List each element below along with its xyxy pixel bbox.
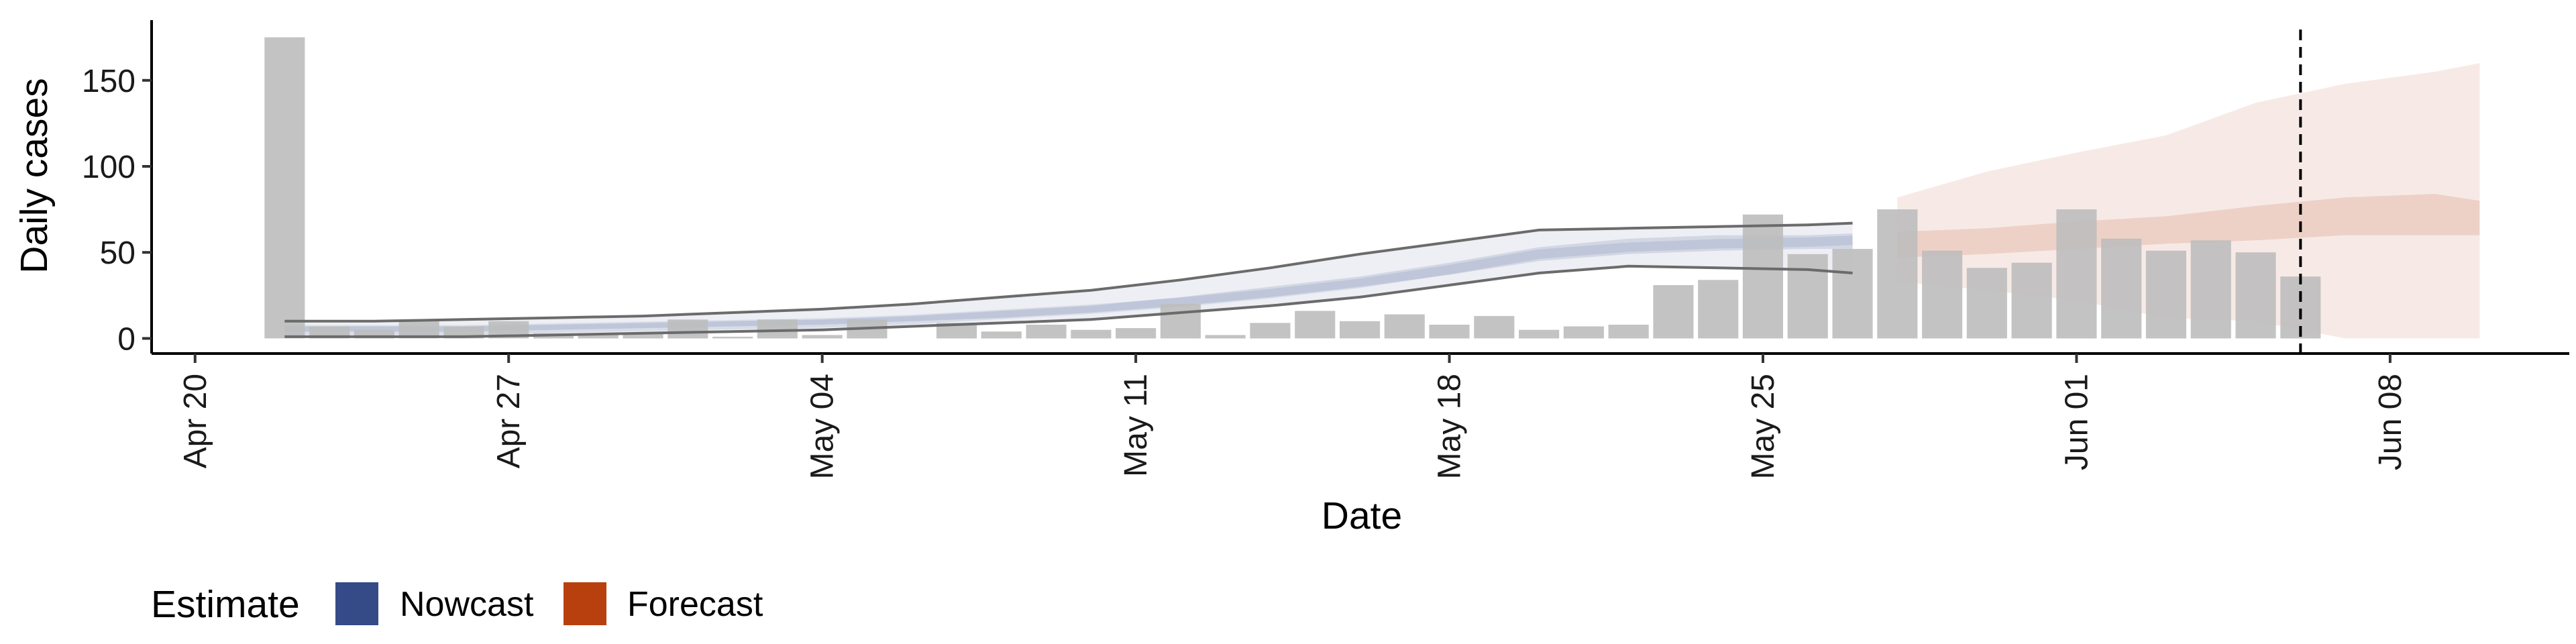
x-tick-label: May 11 bbox=[1118, 374, 1154, 477]
bar bbox=[1742, 214, 1783, 339]
x-tick-label: May 18 bbox=[1432, 374, 1468, 479]
bar bbox=[1877, 209, 1918, 339]
bar bbox=[1832, 249, 1873, 339]
x-tick-label: Apr 27 bbox=[491, 374, 527, 468]
bar bbox=[2145, 250, 2186, 339]
bar bbox=[1205, 335, 1246, 339]
bar bbox=[264, 37, 305, 339]
bar bbox=[1160, 304, 1201, 339]
legend-title: Estimate bbox=[151, 583, 300, 626]
bar bbox=[1071, 329, 1112, 339]
legend-label-forecast: Forecast bbox=[627, 585, 763, 624]
bar bbox=[1340, 321, 1381, 339]
bar bbox=[1787, 254, 1828, 339]
bar bbox=[1026, 325, 1067, 339]
bar bbox=[667, 319, 708, 339]
nowcast-band-50 bbox=[284, 233, 1853, 332]
bar bbox=[2011, 262, 2052, 339]
x-ticks: Apr 20 Apr 27 May 04 May 11 May 18 May 25 Jun … bbox=[178, 354, 2408, 479]
x-axis-title: Date bbox=[1322, 494, 1402, 537]
x-tick-label: May 25 bbox=[1746, 374, 1781, 479]
bar bbox=[936, 323, 977, 339]
bar bbox=[2235, 252, 2276, 339]
bar bbox=[1250, 323, 1291, 339]
bar bbox=[2056, 209, 2097, 339]
x-tick-label: May 04 bbox=[805, 374, 841, 479]
y-axis-title: Daily cases bbox=[13, 78, 56, 273]
y-tick-label: 150 bbox=[82, 64, 136, 99]
nowcast-median-band bbox=[284, 235, 1853, 335]
bar bbox=[1429, 325, 1470, 339]
nowcast-bounds-layer bbox=[284, 221, 1853, 338]
y-tick-label: 100 bbox=[82, 150, 136, 185]
bar bbox=[981, 331, 1022, 339]
bar bbox=[1608, 325, 1649, 339]
legend: Estimate Nowcast Forecast bbox=[151, 582, 763, 626]
y-ticks: 0 50 100 150 bbox=[82, 64, 152, 357]
bar bbox=[1384, 314, 1425, 339]
bar bbox=[1295, 311, 1336, 339]
nowcast-band-90 bbox=[284, 223, 1853, 337]
bar bbox=[1563, 326, 1604, 339]
bar bbox=[802, 335, 843, 339]
bar bbox=[1519, 329, 1560, 339]
bar bbox=[578, 333, 619, 339]
y-tick-label: 0 bbox=[117, 321, 136, 357]
x-tick-label: Jun 08 bbox=[2373, 374, 2408, 470]
x-tick-label: Jun 01 bbox=[2059, 374, 2094, 470]
bar bbox=[1474, 316, 1515, 339]
bar bbox=[2190, 240, 2231, 339]
bar bbox=[623, 333, 663, 339]
forecast-band-50 bbox=[1897, 194, 2480, 258]
bar bbox=[757, 319, 798, 339]
y-tick-label: 50 bbox=[100, 235, 136, 271]
legend-label-nowcast: Nowcast bbox=[400, 585, 534, 624]
bar bbox=[1698, 280, 1739, 339]
x-tick-label: Apr 20 bbox=[178, 374, 213, 468]
legend-swatch-nowcast bbox=[335, 582, 378, 625]
nowcast-upper-line bbox=[284, 221, 1853, 323]
legend-swatch-forecast bbox=[564, 582, 606, 625]
bar bbox=[1922, 250, 1963, 339]
nowcast-lower-line bbox=[284, 264, 1853, 338]
bar bbox=[1116, 328, 1157, 339]
bar bbox=[1653, 285, 1694, 339]
nowcast-layer bbox=[284, 223, 1853, 337]
bar bbox=[2101, 238, 2142, 339]
axes bbox=[150, 20, 2569, 355]
bar bbox=[712, 336, 753, 339]
bar bbox=[1966, 268, 2007, 339]
